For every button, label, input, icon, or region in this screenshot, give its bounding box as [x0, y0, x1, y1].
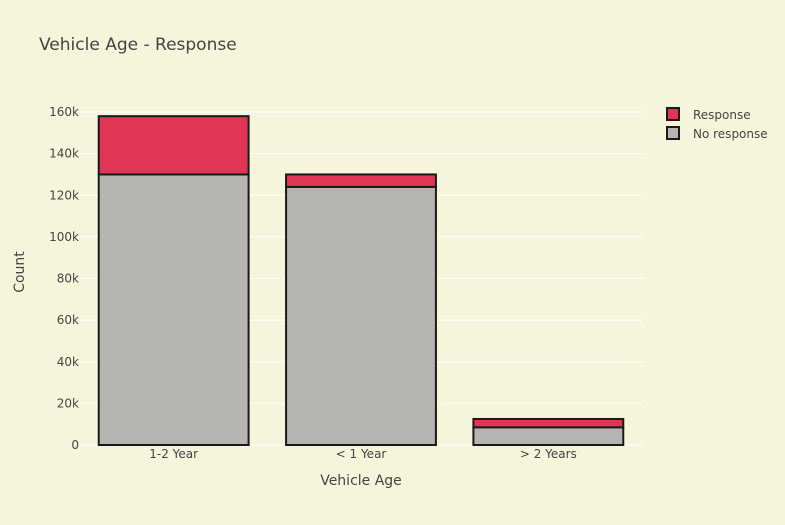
x-axis-ticks: 1-2 Year < 1 Year > 2 Years — [149, 447, 577, 461]
x-tick-label: 1-2 Year — [149, 447, 198, 461]
bars — [97, 115, 625, 447]
y-axis-ticks: 0 20k 40k 60k 80k 100k 120k 140k 160k — [49, 105, 79, 452]
legend[interactable]: Response No response — [666, 107, 768, 141]
y-tick-label: 20k — [57, 396, 79, 410]
bar-response[interactable] — [97, 115, 250, 176]
y-tick-label: 140k — [49, 147, 79, 161]
legend-label[interactable]: No response — [693, 127, 768, 141]
legend-label[interactable]: Response — [693, 108, 751, 122]
y-tick-label: 100k — [49, 230, 79, 244]
chart-title: Vehicle Age - Response — [39, 35, 237, 55]
bar-response[interactable] — [285, 173, 437, 188]
x-tick-label: > 2 Years — [520, 447, 577, 461]
y-tick-label: 60k — [57, 313, 79, 327]
x-axis-title: Vehicle Age — [320, 473, 402, 489]
bar-no-response[interactable] — [285, 185, 437, 447]
y-tick-label: 0 — [71, 438, 79, 452]
y-tick-label: 160k — [49, 105, 79, 119]
legend-swatch[interactable] — [666, 107, 680, 121]
bar-no-response[interactable] — [97, 173, 250, 446]
bar-response[interactable] — [472, 417, 625, 429]
y-axis-title: Count — [12, 251, 28, 293]
y-tick-label: 40k — [57, 355, 79, 369]
y-tick-label: 120k — [49, 188, 79, 202]
y-tick-label: 80k — [57, 272, 79, 286]
legend-swatch[interactable] — [666, 126, 680, 140]
x-tick-label: < 1 Year — [336, 447, 387, 461]
bar-no-response[interactable] — [472, 426, 625, 447]
